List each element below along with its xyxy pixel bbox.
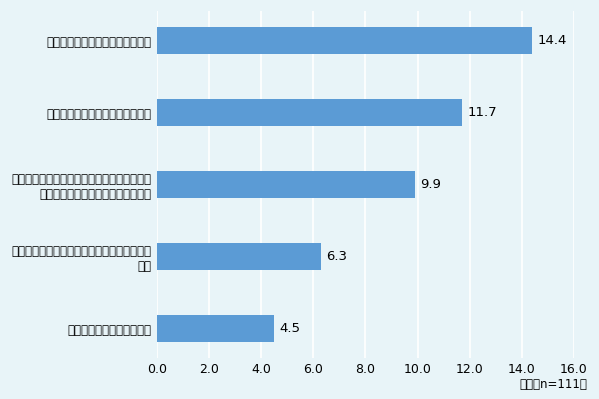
Text: 11.7: 11.7	[467, 106, 497, 119]
Bar	[157, 99, 462, 126]
Bar	[157, 243, 321, 270]
Bar	[157, 171, 415, 198]
Text: （％、n=111）: （％、n=111）	[519, 378, 587, 391]
Text: 9.9: 9.9	[420, 178, 441, 191]
Bar	[157, 27, 533, 54]
Bar	[157, 315, 274, 342]
Text: 4.5: 4.5	[279, 322, 300, 335]
Text: 14.4: 14.4	[537, 34, 567, 47]
Text: 6.3: 6.3	[326, 250, 347, 263]
